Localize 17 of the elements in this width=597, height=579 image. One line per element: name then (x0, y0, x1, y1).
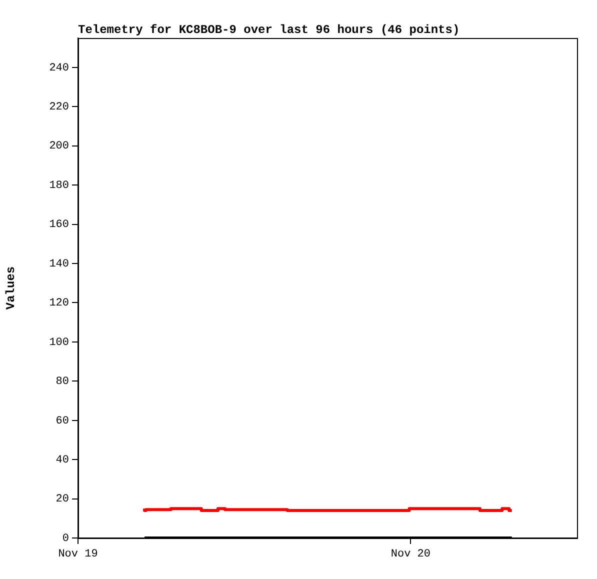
y-tick-label: 40 (56, 454, 69, 466)
y-axis-title: Values (4, 266, 18, 310)
x-tick-label: Nov 20 (390, 548, 430, 561)
x-tick-label: Nov 19 (58, 548, 98, 561)
y-tick-label: 0 (62, 532, 69, 545)
y-tick-label: 160 (49, 219, 69, 232)
y-tick-label: 100 (49, 336, 69, 349)
y-tick-label: 20 (56, 494, 69, 506)
chart-title: Telemetry for KC8BOB-9 over last 96 hours (46 points) (78, 23, 460, 38)
y-tick-label: 240 (49, 62, 69, 74)
y-tick-label: 220 (49, 102, 69, 114)
y-tick-label: 80 (56, 376, 69, 388)
y-tick-label: 180 (49, 180, 69, 192)
y-tick-label: 140 (49, 258, 69, 270)
y-tick-label: 120 (49, 298, 69, 310)
y-tick-label: 60 (56, 415, 69, 428)
y-tick-label: 200 (49, 140, 69, 153)
